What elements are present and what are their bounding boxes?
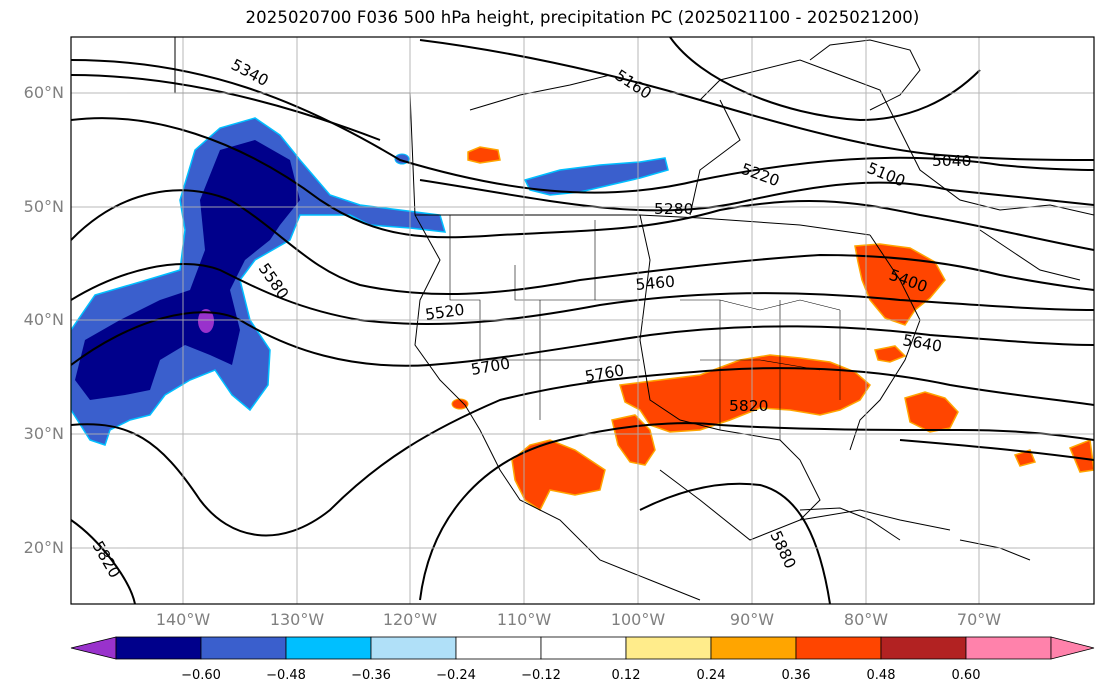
colorbar-tick-label: −0.36 [351, 668, 391, 683]
colorbar-segment [965, 636, 1052, 660]
lon-label: 130°W [269, 610, 325, 629]
colorbar-tick-label: 0.60 [951, 668, 981, 683]
colorbar-segment [625, 636, 712, 660]
colorbar-segment [115, 636, 202, 660]
colorbar-segment [455, 636, 542, 660]
colorbar-segment [1050, 636, 1095, 660]
negative-pc-shading [71, 117, 669, 446]
colorbar-tick-label: 0.36 [781, 668, 811, 683]
graticule [71, 37, 1094, 604]
lat-label: 40°N [23, 310, 64, 329]
colorbar-segment [880, 636, 967, 660]
colorbar-segment [370, 636, 457, 660]
colorbar-tick-label: −0.48 [266, 668, 306, 683]
lon-label: 110°W [496, 610, 552, 629]
contour-label: 5040 [932, 152, 971, 170]
map-title: 2025020700 F036 500 hPa height, precipit… [245, 8, 920, 27]
colorbar-segment [70, 636, 117, 660]
lon-label: 90°W [729, 610, 775, 629]
map-frame [70, 36, 1095, 605]
colorbar-segment [710, 636, 797, 660]
contour-label: 5280 [654, 200, 693, 218]
contour-label: 5820 [729, 397, 768, 415]
colorbar-tick-label: −0.60 [181, 668, 221, 683]
lat-label: 60°N [23, 83, 64, 102]
colorbar-segment [200, 636, 287, 660]
lat-label: 30°N [23, 424, 64, 443]
contour-label: 5460 [635, 273, 676, 294]
height-contours [71, 37, 1094, 604]
contour-label: 5520 [424, 301, 466, 324]
colorbar-segment [795, 636, 882, 660]
colorbar-tick-label: −0.12 [521, 668, 561, 683]
lon-label: 80°W [843, 610, 889, 629]
state-boundaries [449, 215, 841, 440]
colorbar-tick-label: 0.48 [866, 668, 896, 683]
lon-label: 70°W [956, 610, 1002, 629]
positive-pc-shading [451, 146, 1094, 512]
colorbar-segment [540, 636, 627, 660]
lon-label: 120°W [382, 610, 438, 629]
lon-label: 140°W [155, 610, 211, 629]
lon-label: 100°W [610, 610, 666, 629]
coastlines [174, 37, 1094, 601]
lat-label: 50°N [23, 197, 64, 216]
colorbar-segment [285, 636, 372, 660]
colorbar-tick-label: 0.12 [611, 668, 641, 683]
colorbar [70, 636, 1095, 660]
colorbar-tick-label: 0.24 [696, 668, 726, 683]
colorbar-tick-label: −0.24 [436, 668, 476, 683]
lat-label: 20°N [23, 538, 64, 557]
